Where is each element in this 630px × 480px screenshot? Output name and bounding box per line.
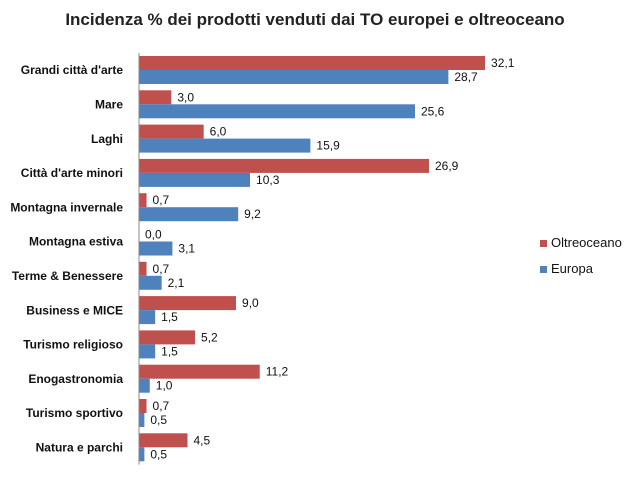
data-label: 25,6 [421, 104, 445, 118]
data-label: 0,7 [153, 193, 170, 207]
category-label: Natura e parchi [36, 440, 123, 454]
bar-europa [139, 172, 251, 187]
bar-europa [139, 104, 415, 119]
bar-europa [139, 310, 156, 325]
bars-group [139, 56, 486, 462]
category-label: Turismo sportivo [26, 406, 123, 420]
bar-europa [139, 447, 145, 462]
data-label: 2,1 [168, 276, 185, 290]
data-label: 15,9 [316, 139, 340, 153]
data-label: 4,5 [194, 433, 211, 447]
data-label: 9,2 [244, 207, 261, 221]
category-label: Turismo religioso [23, 338, 123, 352]
data-label: 3,1 [178, 242, 195, 256]
category-label: Città d'arte minori [21, 166, 123, 180]
bar-europa [139, 70, 449, 84]
category-label: Grandi città d'arte [21, 63, 124, 77]
bar-europa [139, 241, 173, 256]
bar-europa [139, 344, 156, 359]
category-label: Terme & Benessere [12, 269, 123, 283]
bar-oltreoceano [139, 124, 204, 139]
data-label: 6,0 [210, 125, 227, 139]
bar-europa [139, 413, 145, 427]
data-label: 11,2 [266, 365, 289, 379]
data-label: 32,1 [491, 56, 515, 70]
bar-oltreoceano [139, 261, 147, 276]
data-label: 5,2 [201, 330, 218, 344]
data-label: 1,5 [161, 344, 178, 358]
bar-oltreoceano [139, 364, 260, 379]
bar-europa [139, 275, 162, 290]
data-label: 0,5 [150, 447, 167, 461]
bar-europa [139, 378, 150, 393]
data-label: 0,7 [153, 262, 170, 276]
category-label: Montagna estiva [29, 235, 123, 249]
bar-oltreoceano [139, 296, 237, 311]
bar-oltreoceano [139, 399, 147, 413]
bar-oltreoceano [139, 433, 188, 448]
data-label: 0,5 [150, 413, 167, 427]
data-label: 1,0 [156, 379, 173, 393]
bar-oltreoceano [139, 158, 429, 173]
legend-swatch [540, 266, 547, 273]
legend: Oltreoceano Europa [540, 235, 622, 276]
chart-title: Incidenza % dei prodotti venduti dai TO … [65, 10, 565, 29]
category-label: Montagna invernale [10, 200, 123, 214]
bar-oltreoceano [139, 56, 486, 70]
bar-europa [139, 138, 311, 153]
category-label: Enogastronomia [28, 372, 123, 386]
bar-oltreoceano [139, 90, 172, 105]
data-label: 26,9 [435, 159, 459, 173]
data-label: 0,0 [145, 228, 162, 242]
data-label: 28,7 [454, 70, 478, 84]
bar-oltreoceano [139, 330, 196, 345]
labels-group: Grandi città d'arte 32,1 28,7 Mare 3,0 25,6 La… [10, 56, 514, 461]
legend-swatch [540, 240, 547, 247]
data-label: 1,5 [161, 310, 178, 324]
legend-label: Europa [551, 261, 594, 276]
data-label: 10,3 [256, 173, 280, 187]
bar-europa [139, 207, 239, 222]
data-label: 3,0 [177, 90, 194, 104]
category-label: Business e MICE [26, 303, 123, 317]
data-label: 0,7 [153, 399, 170, 413]
bar-oltreoceano [139, 193, 147, 208]
legend-label: Oltreoceano [551, 235, 622, 250]
category-label: Laghi [91, 132, 123, 146]
category-label: Mare [95, 97, 123, 111]
data-label: 9,0 [242, 296, 259, 310]
